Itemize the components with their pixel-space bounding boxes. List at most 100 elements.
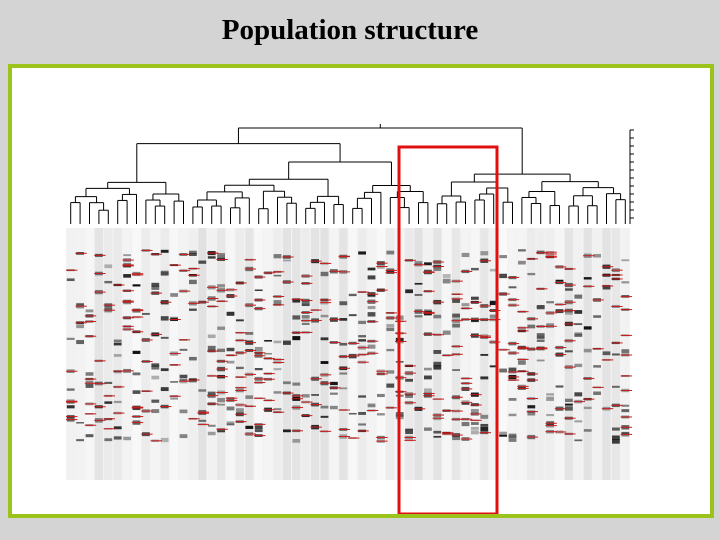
- gel-band: [76, 422, 84, 424]
- gel-band: [179, 409, 188, 414]
- gel-band: [358, 339, 366, 342]
- gel-lane: [179, 228, 188, 480]
- gel-band: [574, 332, 583, 335]
- gel-band: [189, 356, 197, 361]
- gel-lane: [66, 228, 75, 480]
- gel-band: [433, 365, 442, 370]
- gel-band: [367, 294, 376, 298]
- dendrogram: [70, 124, 634, 224]
- gel-band: [151, 409, 160, 414]
- gel-band: [424, 392, 432, 397]
- gel-band: [480, 353, 489, 356]
- gel-band: [283, 429, 291, 433]
- gel-band: [565, 398, 573, 402]
- gel-band: [546, 393, 554, 396]
- gel-band: [320, 415, 329, 418]
- gel-band: [123, 436, 131, 441]
- gel-band: [527, 405, 536, 409]
- gel-band: [245, 331, 254, 335]
- gel-band: [367, 275, 376, 280]
- gel-band: [301, 301, 310, 306]
- gel-band: [527, 412, 536, 416]
- gel-band: [386, 327, 395, 332]
- gel-band: [489, 365, 498, 368]
- gel-band: [574, 439, 583, 442]
- gel-band: [386, 250, 395, 255]
- gel-lane: [245, 228, 254, 480]
- gel-lane: [311, 228, 320, 480]
- gel-band: [536, 333, 545, 336]
- gel-band: [471, 319, 479, 323]
- gel-lane: [198, 228, 207, 480]
- gel-band: [508, 397, 517, 401]
- gel-band: [189, 380, 197, 383]
- gel-band: [113, 436, 122, 440]
- gel-band: [320, 271, 329, 277]
- gel-band: [367, 405, 376, 408]
- gel-lane: [320, 228, 329, 480]
- gel-lane: [442, 228, 451, 480]
- gel-band: [518, 260, 526, 265]
- gel-band: [367, 344, 376, 349]
- gel-band: [621, 281, 630, 284]
- gel-band: [283, 340, 291, 345]
- gel-lane: [527, 228, 536, 480]
- gel-band: [189, 250, 197, 254]
- gel-band: [508, 413, 517, 417]
- gel-band: [367, 267, 376, 271]
- gel-band: [414, 293, 423, 296]
- gel-band: [104, 381, 113, 384]
- gel-band: [273, 274, 282, 277]
- gel-band: [367, 312, 376, 317]
- gel-band: [433, 314, 442, 319]
- gel-band: [574, 333, 583, 337]
- gel-band: [433, 361, 442, 367]
- gel-band: [536, 250, 545, 253]
- gel-band: [123, 254, 131, 257]
- gel-band: [593, 365, 601, 368]
- gel-band: [123, 274, 131, 278]
- gel-band: [160, 389, 169, 392]
- gel-band: [264, 352, 272, 355]
- gel-band: [471, 422, 479, 425]
- gel-band: [113, 426, 122, 430]
- gel-band: [358, 320, 366, 325]
- gel-band: [461, 402, 470, 405]
- gel-band: [113, 370, 122, 374]
- gel-band: [339, 342, 348, 346]
- gel-band: [330, 405, 338, 410]
- gel-band: [452, 313, 460, 318]
- gel-band: [424, 427, 432, 431]
- gel-band: [358, 335, 366, 338]
- gel-band: [217, 348, 225, 353]
- gel-band: [377, 413, 385, 416]
- gel-band: [602, 285, 611, 290]
- gel-lane: [264, 228, 273, 480]
- gel-band: [612, 435, 620, 440]
- gel-band: [358, 395, 366, 398]
- gel-lane: [132, 228, 141, 480]
- gel-band: [76, 439, 84, 442]
- gel-band: [113, 339, 122, 343]
- gel-band: [104, 438, 113, 442]
- gel-band: [367, 305, 376, 310]
- gel-band: [574, 323, 583, 326]
- gel-band: [471, 408, 479, 413]
- gel-band: [471, 296, 479, 300]
- gel-lane: [151, 228, 160, 480]
- gel-band: [292, 315, 301, 320]
- gel-band: [480, 376, 489, 380]
- gel-band: [113, 342, 122, 346]
- gel-band: [536, 359, 545, 362]
- gel-band: [85, 384, 94, 388]
- gel-band: [386, 324, 395, 328]
- gel-lane: [329, 228, 338, 480]
- gel-band: [499, 255, 507, 259]
- figure-frame: [8, 64, 714, 518]
- gel-band: [461, 421, 470, 427]
- gel-band: [442, 330, 451, 335]
- gel-band: [283, 259, 291, 262]
- gel-band: [461, 303, 470, 307]
- gel-lane: [386, 228, 395, 480]
- gel-band: [348, 314, 357, 317]
